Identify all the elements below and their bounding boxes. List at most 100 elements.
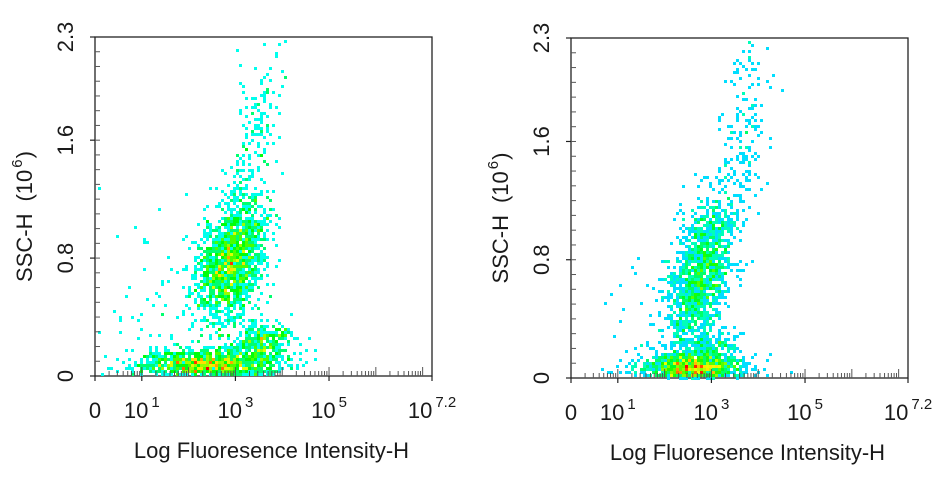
event-dot [706,362,709,365]
event-dot [272,373,275,376]
event-dot [736,155,739,158]
event-dot [203,304,206,307]
event-dot [676,323,679,326]
event-dot [691,278,694,281]
event-dot [254,208,257,211]
event-dot [682,287,685,290]
event-dot [188,346,191,349]
event-dot [251,370,254,373]
event-dot [221,364,224,367]
event-dot [215,235,218,238]
event-dot [221,352,224,355]
event-dot [212,283,215,286]
event-dot [730,227,733,230]
event-dot [248,286,251,289]
event-dot [218,292,221,295]
event-dot [679,368,682,371]
event-dot [218,355,221,358]
event-dot [718,371,721,374]
event-dot [212,361,215,364]
event-dot [727,332,730,335]
event-dot [209,292,212,295]
event-dot [248,274,251,277]
event-dot [697,281,700,284]
event-dot [245,256,248,259]
x-tick-label: 10 5 [787,396,823,425]
event-dot [308,337,311,340]
event-dot [278,94,281,97]
event-dot [245,370,248,373]
event-dot [257,223,260,226]
event-dot [272,334,275,337]
event-dot [700,269,703,272]
event-dot [769,146,772,149]
event-dot [248,259,251,262]
event-dot [272,283,275,286]
event-dot [718,314,721,317]
event-dot [233,229,236,232]
event-dot [191,373,194,376]
event-dot [254,106,257,109]
event-dot [203,370,206,373]
event-dot [706,296,709,299]
event-dot [239,190,242,193]
event-dot [718,335,721,338]
event-dot [230,250,233,253]
event-dot [724,344,727,347]
event-dot [278,136,281,139]
event-dot [679,323,682,326]
event-dot [269,361,272,364]
event-dot [721,113,724,116]
event-dot [221,346,224,349]
event-dot [709,182,712,185]
x-minor-ticks [571,52,900,378]
event-dot [676,275,679,278]
event-dot [688,353,691,356]
event-dot [718,191,721,194]
event-dot [248,205,251,208]
event-dot [215,304,218,307]
event-dot [721,326,724,329]
event-dot [239,271,242,274]
event-dot [197,304,200,307]
event-dot [706,338,709,341]
event-dot [694,335,697,338]
event-dot [272,124,275,127]
event-dot [703,311,706,314]
event-dot [221,169,224,172]
event-dot [742,371,745,374]
event-dot [682,185,685,188]
event-dot [206,367,209,370]
event-dot [685,323,688,326]
event-dot [236,238,239,241]
event-dot [682,329,685,332]
event-dot [284,337,287,340]
event-dot [688,329,691,332]
event-dot [685,308,688,311]
event-dot [245,274,248,277]
event-dot [736,275,739,278]
event-dot [697,245,700,248]
event-dot [203,358,206,361]
event-dot [251,223,254,226]
event-dot [254,331,257,334]
event-dot [212,364,215,367]
event-dot [185,358,188,361]
event-dot [688,269,691,272]
event-dot [736,377,739,380]
event-dot [658,329,661,332]
event-dot [658,365,661,368]
event-dot [266,361,269,364]
event-dot [212,271,215,274]
event-dot [661,299,664,302]
event-dot [245,331,248,334]
event-dot [700,293,703,296]
event-dot [712,374,715,377]
event-dot [194,256,197,259]
event-dot [263,259,266,262]
event-dot [685,359,688,362]
event-dot [266,88,269,91]
event-dot [230,253,233,256]
event-dot [230,268,233,271]
event-dot [260,358,263,361]
